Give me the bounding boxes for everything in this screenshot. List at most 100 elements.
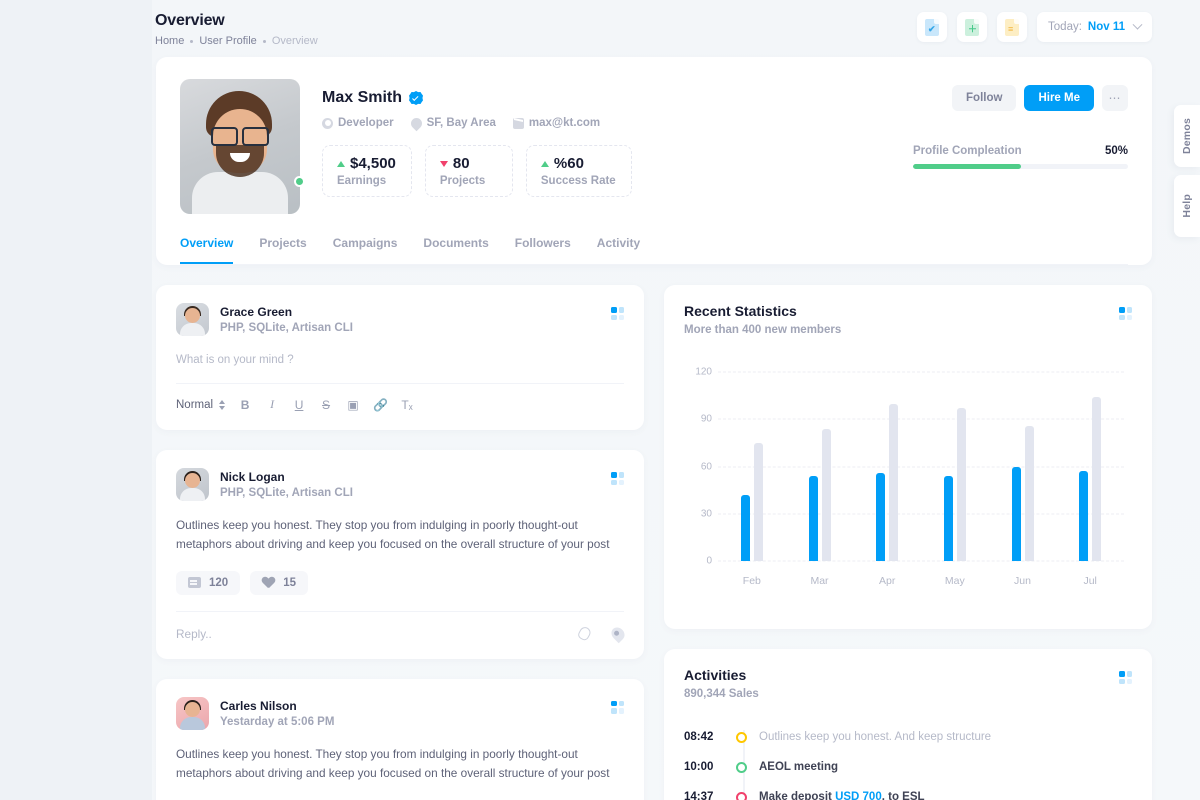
tab-activity[interactable]: Activity [596,236,641,250]
grid-menu-icon[interactable] [611,472,624,485]
bar-group [786,372,854,561]
post-body: Outlines keep you honest. They stop you … [176,746,610,781]
post-card: Carles Nilson Yestarday at 5:06 PM Outli… [156,678,644,800]
profile-tabs: Overview Projects Campaigns Documents Follow… [180,236,1128,265]
text-style-select[interactable]: Normal [176,399,226,411]
activity-dot-icon [736,761,747,773]
bar-primary[interactable] [1079,471,1089,561]
side-tab-demos[interactable]: Demos [1174,105,1200,167]
composer-input[interactable]: What is on your mind ? [176,354,624,384]
post-author: Nick Logan [220,470,285,484]
bar-primary[interactable] [876,472,886,561]
gridline [718,371,1124,373]
grid-menu-icon[interactable] [611,700,624,714]
paperclip-icon[interactable] [576,625,593,643]
bar-target[interactable] [889,403,899,561]
bar-primary[interactable] [740,494,750,561]
reply-input[interactable]: Reply.. [176,626,212,641]
side-tabs: Demos Help [1174,105,1200,237]
italic-icon[interactable]: I [270,397,275,411]
activity-row[interactable]: 10:00 AEOL meeting [684,752,1132,782]
comments-count: 120 [209,576,229,589]
breadcrumb-item-user-profile[interactable]: User Profile [199,35,257,47]
x-tick-label: Mar [810,575,829,587]
bar-group [989,372,1057,561]
profile-meta: Developer SF, Bay Area max@kt.com [322,115,1128,131]
bar-target[interactable] [821,428,831,561]
hire-me-button[interactable]: Hire Me [1024,85,1094,111]
gridline [718,513,1124,515]
grid-menu-icon[interactable] [1119,671,1132,684]
bar-primary[interactable] [808,475,818,561]
tab-campaigns[interactable]: Campaigns [332,236,398,250]
comments-chip[interactable]: 120 [176,570,241,595]
stat-value-projects: 80 [452,155,470,172]
left-gutter [0,0,152,800]
stat-label-projects: Projects [439,175,486,187]
document-list-icon: ≡ [1005,18,1020,36]
bar-target[interactable] [753,442,763,561]
activity-text: AEOL meeting [759,761,839,773]
bold-icon[interactable]: B [240,397,250,412]
more-options-button[interactable]: ⋯ [1102,85,1128,111]
activity-text: Outlines keep you honest. And keep struc… [759,731,992,743]
date-picker-label: Today: [1048,21,1082,33]
updown-icon [219,399,226,410]
tab-documents[interactable]: Documents [423,236,489,250]
profile-meta-role[interactable]: Developer [322,117,394,129]
side-tab-help[interactable]: Help [1174,175,1200,237]
gridline [718,466,1124,467]
grid-menu-icon[interactable] [611,307,624,320]
document-add-button[interactable]: ＋ [957,12,988,42]
arrow-up-icon [540,160,549,167]
pin-icon [408,115,424,131]
bar-target[interactable] [956,408,966,561]
likes-chip[interactable]: 15 [250,570,308,595]
tab-followers[interactable]: Followers [514,236,571,250]
top-toolbar: Overview Home User Profile Overview ✔ [152,0,1200,47]
profile-top: Max Smith Developer SF, Bay Area [180,79,1128,214]
grid-menu-icon[interactable] [1119,307,1132,320]
bar-target[interactable] [1024,425,1034,561]
date-picker-value: Nov 11 [1087,21,1125,33]
bar-target[interactable] [1092,397,1102,561]
strikethrough-icon[interactable]: S [322,397,331,412]
image-icon[interactable]: ▣ [347,397,359,412]
underline-icon[interactable]: U [294,397,304,412]
composer-header: Grace Green PHP, SQLite, Artisan CLI [176,303,624,336]
bar-primary[interactable] [943,475,953,561]
tab-overview[interactable]: Overview [180,236,234,264]
gridline [718,560,1124,562]
profile-meta-email[interactable]: max@kt.com [512,117,600,129]
stat-card-projects: 80 Projects [424,145,513,197]
activity-row[interactable]: 14:37 Make deposit USD 700. to ESL [684,782,1132,800]
activity-link[interactable]: USD 700 [835,791,882,800]
profile-meta-location[interactable]: SF, Bay Area [408,115,496,131]
follow-button[interactable]: Follow [952,85,1017,111]
likes-count: 15 [283,576,296,589]
clear-format-icon[interactable]: Tₓ [401,397,413,412]
activity-row[interactable]: 08:42 Outlines keep you honest. And keep … [684,722,1132,752]
post-composer-card: Grace Green PHP, SQLite, Artisan CLI Wha… [156,285,644,430]
profile-card: Max Smith Developer SF, Bay Area [156,57,1152,265]
tab-projects[interactable]: Projects [259,236,307,250]
bar-primary[interactable] [1011,466,1021,561]
link-icon[interactable]: 🔗 [373,397,389,412]
x-tick-label: Jun [1014,575,1031,587]
breadcrumb-item-home[interactable]: Home [155,35,185,47]
date-picker[interactable]: Today: Nov 11 [1037,12,1152,42]
completion-progress-track [913,164,1128,169]
document-list-button[interactable]: ≡ [997,12,1028,42]
arrow-down-icon [439,160,448,167]
document-check-button[interactable]: ✔ [917,12,948,42]
document-check-icon: ✔ [925,18,940,36]
composer-subtitle: PHP, SQLite, Artisan CLI [220,322,353,334]
post-stats: 120 15 [176,570,624,595]
comment-icon [188,577,201,589]
chart-y-axis: 0 30 60 90 120 [684,367,712,567]
x-tick-label: May [944,575,965,587]
location-pin-icon[interactable] [608,624,628,644]
reply-row: Reply.. [176,610,628,644]
composer-toolbar: Normal B I U S ▣ 🔗 Tₓ [176,384,624,412]
x-tick-label: Jul [1083,575,1097,587]
